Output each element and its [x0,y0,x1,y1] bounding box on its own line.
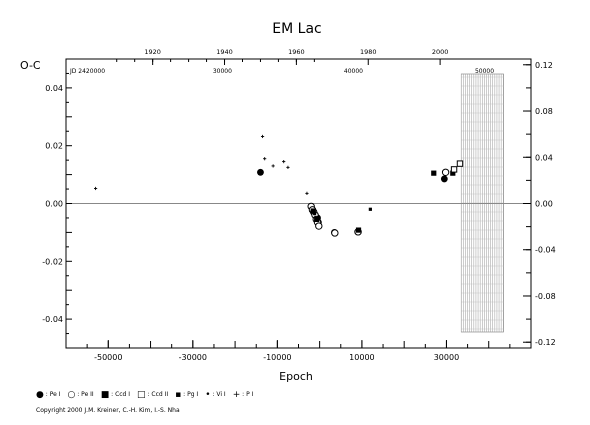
point-ccd-ii [450,166,458,173]
legend-label: : Vi I [210,391,226,398]
legend-symbol: + [232,390,241,400]
jd-tick-label: 50000 [475,68,494,75]
legend-label: : Pe I [43,391,61,398]
axis-ticks: -50000 -30000 -10000 10000 30000 0.04 0.02 0.00… [42,48,555,362]
x-tick-label: -30000 [179,353,207,362]
legend: ● : Pe I ○ : Pe II ■ : Ccd I □ : Ccd II ▪ : … [36,390,260,400]
year-tick-label: 1960 [288,48,305,56]
point-ccd-ii [456,160,464,167]
point-ccd-i [314,216,320,222]
legend-item: □ : Ccd II [137,390,169,400]
x-tick-label: -50000 [94,353,122,362]
point-ccd-i [450,170,456,176]
legend-label: : P I [240,391,254,398]
point-pg-i [368,207,372,211]
y-tick-label: -0.02 [42,257,63,266]
y-axis-label: O-C [20,59,41,72]
jd-tick-label: 30000 [213,68,232,75]
legend-symbol: □ [137,390,146,400]
legend-label: : Ccd I [109,391,131,398]
chart-title: EM Lac [272,21,321,37]
y-tick-label: 0.02 [45,142,63,151]
point-ccd-i [431,170,437,176]
year-tick-label: 1940 [216,48,233,56]
x-tick-label: -10000 [263,353,291,362]
point-pe-ii [441,168,450,176]
point-vi-i [312,211,317,216]
year-tick-label: 1920 [144,48,161,56]
jd-prefix-label: JD 2420000 [69,68,105,75]
point-pe-i [257,168,264,176]
legend-symbol: • [205,390,211,400]
copyright-note: Copyright 2000 J.M. Kreiner, C.-H. Kim, … [36,407,180,414]
point-ccd-i [310,208,316,214]
oc-diagram: EM Lac O-C Epoch JD 2420000 -50000 -30000… [20,21,556,383]
legend-item: • : Vi I [205,390,226,400]
legend-symbol: ■ [100,390,110,400]
x-tick-label: 30000 [434,353,459,362]
y2-tick-label: -0.08 [535,292,556,301]
y2-tick-label: 0.12 [535,61,553,70]
y-tick-label: 0.04 [45,84,63,93]
legend-label: : Ccd II [145,391,169,398]
point-pe-ii [315,222,323,230]
year-tick-label: 1980 [360,48,377,56]
y2-tick-label: -0.12 [535,338,556,347]
legend-item: ▪ : Pg I [175,390,199,400]
legend-symbol: ▪ [175,390,182,400]
year-tick-label: 2000 [432,48,449,56]
point-pe-i [440,175,448,183]
legend-item: ■ : Ccd I [100,390,131,400]
point-ccd-i [355,227,362,233]
y2-tick-label: 0.08 [535,107,553,116]
y-tick-label: 0.00 [45,200,63,209]
x-axis-label: Epoch [279,370,313,383]
y2-tick-label: 0.00 [535,200,553,209]
point-vi-i [316,216,320,220]
y2-tick-label: 0.04 [535,153,553,162]
y2-tick-label: -0.04 [535,246,556,255]
y-tick-label: -0.04 [42,315,63,324]
legend-item: + : P I [232,390,254,400]
point-pe-ii [331,229,339,237]
legend-label: : Pe II [75,391,94,398]
legend-item: ○ : Pe II [67,390,94,400]
legend-label: : Pg I [181,391,199,398]
data-points [93,134,464,237]
legend-symbol: ● [36,390,44,400]
jd-tick-label: 40000 [344,68,363,75]
legend-symbol: ○ [67,390,76,400]
legend-item: ● : Pe I [36,390,61,400]
x-tick-label: 10000 [349,353,374,362]
